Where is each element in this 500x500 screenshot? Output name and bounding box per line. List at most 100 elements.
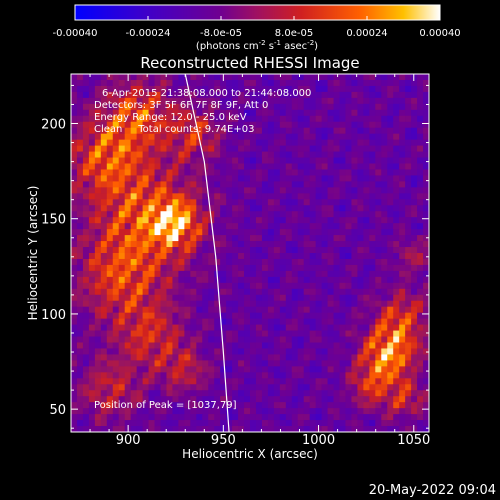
heatmap-cell — [399, 306, 406, 314]
heatmap-cell — [357, 312, 364, 320]
heatmap-cell — [220, 408, 227, 415]
heatmap-cell — [118, 330, 126, 337]
heatmap-cell — [71, 223, 78, 230]
heatmap-cell — [261, 426, 269, 432]
heatmap-cell — [423, 157, 429, 164]
heatmap-cell — [220, 402, 227, 409]
heatmap-cell — [297, 306, 305, 314]
heatmap-cell — [172, 115, 179, 123]
heatmap-cell — [351, 342, 358, 349]
heatmap-cell — [351, 378, 358, 385]
heatmap-cell — [208, 258, 215, 266]
heatmap-cell — [351, 300, 358, 308]
heatmap-cell — [178, 306, 185, 314]
heatmap-cell — [160, 306, 167, 314]
heatmap-cell — [363, 145, 370, 152]
heatmap-cell — [381, 109, 388, 117]
heatmap-cell — [130, 241, 138, 248]
heatmap-cell — [327, 199, 334, 206]
heatmap-cell — [238, 127, 245, 135]
heatmap-cell — [124, 211, 132, 218]
heatmap-cell — [88, 133, 96, 141]
heatmap-cell — [321, 74, 328, 81]
heatmap-cell — [333, 396, 340, 403]
heatmap-cell — [100, 133, 108, 141]
heatmap-cell — [273, 312, 281, 320]
heatmap-cell — [291, 205, 299, 212]
heatmap-cell — [232, 115, 239, 123]
heatmap-cell — [226, 294, 233, 302]
heatmap-cell — [255, 336, 263, 343]
heatmap-cell — [232, 229, 239, 236]
heatmap-cell — [166, 360, 173, 367]
heatmap-cell — [333, 348, 340, 355]
heatmap-cell — [196, 270, 203, 278]
heatmap-cell — [112, 330, 120, 337]
heatmap-cell — [333, 318, 340, 325]
heatmap-cell — [196, 235, 203, 242]
heatmap-cell — [393, 318, 400, 325]
heatmap-cell — [130, 294, 138, 302]
heatmap-cell — [273, 253, 281, 260]
heatmap-cell — [267, 241, 275, 248]
heatmap-cell — [351, 384, 358, 391]
heatmap-cell — [267, 330, 275, 337]
heatmap-cell — [411, 372, 418, 379]
heatmap-cell — [118, 282, 126, 290]
heatmap-cell — [94, 312, 102, 320]
heatmap-cell — [250, 247, 257, 254]
heatmap-cell — [387, 330, 394, 337]
heatmap-cell — [291, 187, 299, 194]
heatmap-cell — [71, 330, 78, 337]
heatmap-cell — [369, 74, 376, 81]
heatmap-cell — [244, 241, 251, 248]
heatmap-cell — [142, 157, 149, 164]
heatmap-cell — [71, 408, 78, 415]
heatmap-cell — [399, 384, 406, 391]
heatmap-cell — [130, 300, 138, 308]
heatmap-cell — [411, 175, 418, 182]
heatmap-cell — [124, 139, 132, 146]
heatmap-cell — [285, 372, 293, 379]
heatmap-cell — [363, 97, 370, 105]
heatmap-cell — [82, 163, 90, 170]
heatmap-cell — [357, 300, 364, 308]
heatmap-cell — [226, 133, 233, 141]
heatmap-cell — [399, 85, 406, 93]
heatmap-cell — [100, 247, 108, 254]
heatmap-cell — [202, 97, 209, 105]
heatmap-cell — [339, 276, 346, 284]
heatmap-cell — [208, 294, 215, 302]
heatmap-cell — [76, 169, 84, 176]
heatmap-cell — [88, 97, 96, 105]
heatmap-cell — [345, 348, 352, 355]
heatmap-cell — [357, 360, 364, 367]
heatmap-cell — [214, 426, 221, 432]
heatmap-cell — [94, 211, 102, 218]
heatmap-cell — [160, 151, 167, 158]
heatmap-cell — [327, 145, 334, 152]
heatmap-cell — [357, 79, 364, 87]
heatmap-cell — [351, 175, 358, 182]
heatmap-cell — [261, 199, 269, 206]
heatmap-cell — [148, 235, 155, 242]
heatmap-cell — [106, 396, 114, 403]
heatmap-cell — [154, 270, 161, 278]
heatmap-cell — [244, 360, 251, 367]
heatmap-cell — [339, 378, 346, 385]
heatmap-cell — [261, 408, 269, 415]
heatmap-cell — [196, 103, 203, 111]
heatmap-cell — [267, 187, 275, 194]
heatmap-cell — [303, 115, 311, 123]
heatmap-cell — [196, 420, 203, 427]
heatmap-cell — [172, 390, 179, 397]
heatmap-cell — [94, 187, 102, 194]
heatmap-cell — [255, 74, 263, 81]
heatmap-cell — [411, 169, 418, 176]
heatmap-cell — [166, 354, 173, 361]
heatmap-cell — [88, 348, 96, 355]
heatmap-cell — [333, 312, 340, 320]
heatmap-cell — [172, 235, 179, 242]
heatmap-cell — [285, 247, 293, 254]
heatmap-cell — [142, 175, 149, 182]
